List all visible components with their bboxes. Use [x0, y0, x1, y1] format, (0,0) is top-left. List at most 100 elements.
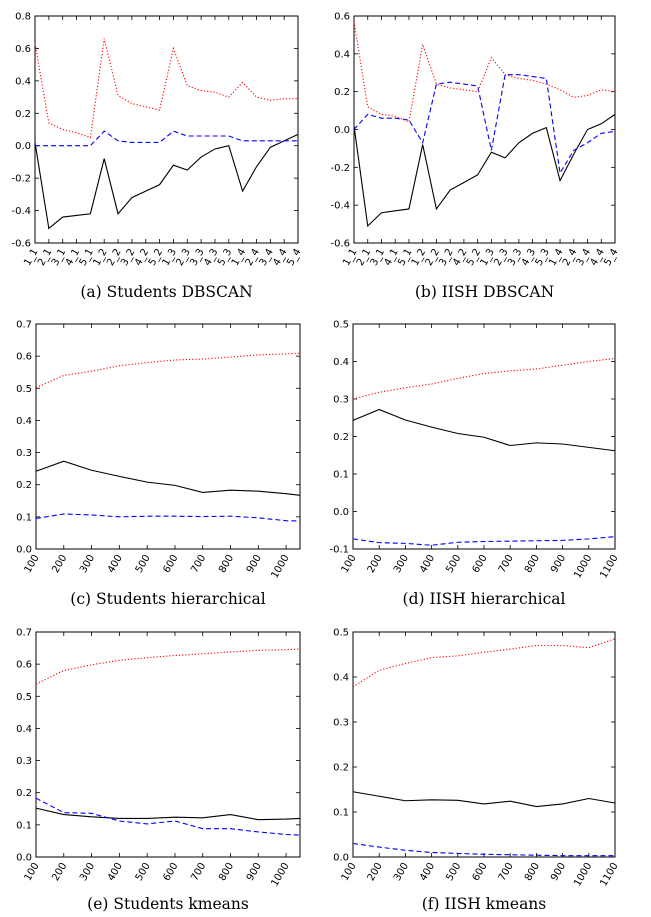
y-tick-label: 0.3 [333, 395, 349, 406]
x-tick-label: 300 [78, 553, 97, 575]
x-tick-label: 1100 [598, 861, 620, 889]
y-tick-label: 0.0 [16, 853, 32, 864]
y-tick-label: 0.0 [333, 853, 349, 864]
x-tick-label: 800 [217, 861, 236, 883]
x-tick-label: 1000 [572, 553, 594, 581]
y-tick-label: 0.1 [16, 512, 32, 523]
series-line-dotted [35, 352, 301, 389]
series-line-dashed [35, 797, 301, 836]
y-tick-label: 0.0 [16, 545, 32, 556]
chart-caption: (f) IISH kmeans [422, 895, 547, 913]
x-tick-label: 900 [549, 553, 568, 575]
x-tick-label: 1000 [572, 861, 594, 889]
y-tick-label: 0.0 [333, 507, 349, 518]
x-tick-label: 200 [50, 861, 69, 883]
chart-panel-5: 0.0 0.1 0.2 0.3 0.4 0.5 0.6 0.7 100 200 300 400 500 6… [16, 628, 301, 913]
series-line-dotted [352, 638, 616, 688]
x-tick-label: 500 [134, 861, 153, 883]
series-line-solid [352, 408, 616, 452]
x-tick-label: 600 [471, 553, 490, 575]
series-line-solid [352, 791, 616, 808]
y-tick-label: 0.4 [334, 49, 350, 60]
chart-caption: (a) Students DBSCAN [80, 283, 252, 301]
y-tick-label: 0.4 [16, 416, 32, 427]
x-tick-label: 300 [392, 861, 411, 883]
plot-frame [34, 15, 299, 244]
series-line-dashed [35, 513, 301, 522]
plot-frame [352, 631, 616, 858]
y-tick-label: 0.3 [333, 718, 349, 729]
y-tick-label: 0.3 [16, 448, 32, 459]
x-tick-label: 600 [161, 861, 180, 883]
series-line-dashed [35, 130, 298, 147]
y-tick-label: 0.4 [333, 673, 349, 684]
y-tick-label: -0.6 [11, 239, 31, 250]
series-line-dashed [353, 74, 616, 175]
x-tick-label: 900 [245, 553, 264, 575]
y-tick-label: 0.5 [333, 320, 349, 331]
series-line-solid [35, 460, 301, 496]
y-tick-label: 0.1 [16, 820, 32, 831]
x-tick-label: 500 [134, 553, 153, 575]
series-line-solid [35, 807, 301, 821]
plot-frame [35, 631, 301, 858]
plot-frame [35, 323, 301, 550]
y-tick-label: 0.7 [16, 320, 32, 331]
x-tick-label: 300 [78, 861, 97, 883]
chart-panel-6: 0.0 0.1 0.2 0.3 0.4 0.5 100 200 300 400 500 600 700 8… [333, 628, 621, 914]
x-tick-label: 100 [340, 553, 359, 575]
x-tick-label: 500 [444, 553, 463, 575]
y-tick-label: 0.2 [333, 763, 349, 774]
x-tick-label: 700 [497, 861, 516, 883]
y-tick-label: 0.4 [15, 76, 31, 87]
chart-panel-1: -0.6-0.4-0.20.00.20.40.60.81_12_13_14_15… [11, 12, 303, 302]
series-line-dotted [34, 38, 298, 139]
chart-panel-3: 0.0 0.1 0.2 0.3 0.4 0.5 0.6 0.7 100 200 300 400 500 6… [16, 320, 301, 608]
chart-caption: (e) Students kmeans [87, 895, 249, 913]
y-tick-label: 0.1 [333, 808, 349, 819]
y-tick-label: 0.4 [333, 357, 349, 368]
x-tick-label: 800 [523, 861, 542, 883]
series-line-dotted [35, 648, 301, 685]
y-tick-label: -0.4 [11, 206, 31, 217]
x-tick-label: 400 [106, 553, 125, 575]
y-tick-label: 0.3 [16, 756, 32, 767]
x-tick-label: 1100 [598, 553, 620, 581]
x-tick-label: 400 [418, 861, 437, 883]
y-tick-label: 0.2 [333, 432, 349, 443]
y-tick-label: -0.1 [329, 545, 349, 556]
y-tick-label: -0.2 [330, 163, 350, 174]
x-tick-label: 200 [50, 553, 69, 575]
x-tick-label: 100 [23, 553, 42, 575]
series-line-dotted [352, 357, 616, 400]
x-tick-label: 100 [23, 861, 42, 883]
x-tick-label: 5_4 [285, 247, 303, 268]
y-tick-label: 0.0 [15, 141, 31, 152]
y-tick-label: 0.6 [334, 12, 350, 23]
y-tick-label: -0.2 [11, 174, 31, 185]
x-tick-label: 700 [189, 861, 208, 883]
x-tick-label: 100 [340, 861, 359, 883]
x-tick-label: 900 [245, 861, 264, 883]
y-tick-label: 0.1 [333, 470, 349, 481]
x-tick-label: 1000 [269, 553, 291, 581]
y-tick-label: 0.0 [334, 125, 350, 136]
x-tick-label: 500 [444, 861, 463, 883]
x-tick-label: 700 [497, 553, 516, 575]
y-tick-label: 0.8 [15, 12, 31, 23]
x-tick-label: 800 [217, 553, 236, 575]
x-tick-label: 700 [189, 553, 208, 575]
series-line-dashed [352, 842, 615, 857]
series-line-dashed [352, 536, 616, 546]
plot-frame [353, 15, 616, 244]
chart-caption: (c) Students hierarchical [70, 590, 265, 608]
y-tick-label: -0.4 [330, 201, 350, 212]
x-tick-label: 900 [549, 861, 568, 883]
chart-panel-2: -0.6-0.4-0.20.00.20.40.61_12_13_14_15_11… [330, 12, 620, 302]
x-tick-label: 300 [392, 553, 411, 575]
chart-panel-4: -0.1 0.0 0.1 0.2 0.3 0.4 0.5 100 200 300 400 500 600… [329, 320, 620, 609]
y-tick-label: 0.2 [16, 480, 32, 491]
y-tick-label: 0.4 [16, 724, 32, 735]
y-tick-label: -0.6 [330, 239, 350, 250]
